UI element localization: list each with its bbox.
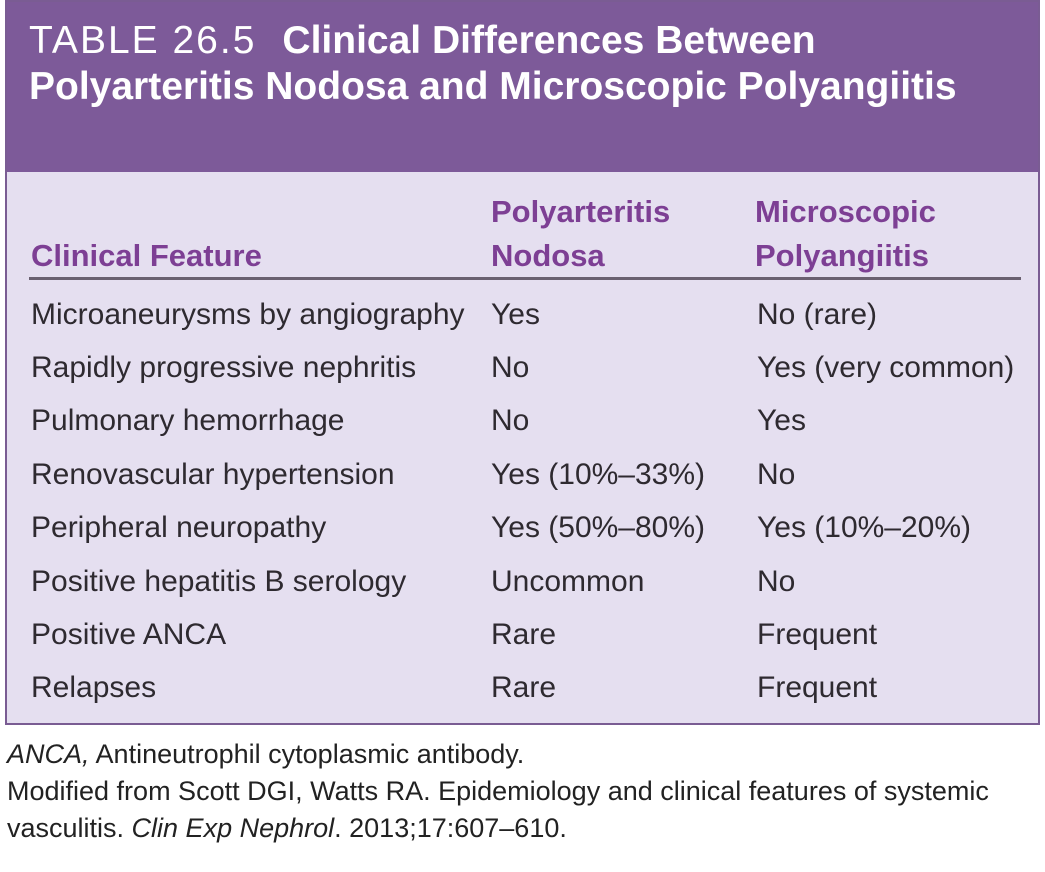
cell-mpa: No (rare)	[757, 298, 878, 331]
table-title: Clinical Differences Between Polyarterit…	[29, 19, 957, 108]
cell-feature: Positive ANCA	[31, 618, 227, 651]
table-container: TABLE 26.5 Clinical Differences Between P…	[5, 0, 1040, 725]
table-row: Pulmonary hemorrhage No Yes	[7, 394, 1038, 447]
abbreviation-definition: Antineutrophil cytoplasmic antibody.	[95, 739, 525, 769]
table-row: Rapidly progressive nephritis No Yes (ve…	[7, 341, 1038, 394]
table-number: TABLE 26.5	[29, 19, 257, 62]
table-row: Renovascular hypertension Yes (10%–33%) …	[7, 448, 1038, 501]
cell-mpa: Frequent	[757, 671, 878, 704]
column-header-pan-line1: Polyarteritis	[491, 194, 671, 229]
source-note: Modified from Scott DGI, Watts RA. Epide…	[7, 773, 1045, 847]
table-header: TABLE 26.5 Clinical Differences Between P…	[7, 2, 1038, 172]
cell-pan: Rare	[491, 671, 557, 704]
column-header-mpa-line2: Polyangiitis	[755, 238, 929, 273]
header-divider	[29, 277, 1021, 280]
cell-mpa: Yes (10%–20%)	[757, 511, 972, 544]
column-header-pan: Polyarteritis Nodosa	[491, 190, 670, 278]
cell-mpa: Frequent	[757, 618, 878, 651]
source-prefix: Modified from Scott DGI, Watts RA. Epide…	[7, 776, 989, 843]
cell-feature: Renovascular hypertension	[31, 458, 395, 491]
table-row: Peripheral neuropathy Yes (50%–80%) Yes …	[7, 501, 1038, 554]
cell-mpa: No	[757, 458, 796, 491]
source-journal: Clin Exp Nephrol	[131, 813, 335, 843]
cell-pan: Rare	[491, 618, 557, 651]
cell-pan: No	[491, 404, 530, 437]
cell-feature: Pulmonary hemorrhage	[31, 404, 345, 437]
table-row: Relapses Rare Frequent	[7, 661, 1038, 714]
column-header-mpa: Microscopic Polyangiitis	[755, 190, 936, 278]
cell-feature: Peripheral neuropathy	[31, 511, 327, 544]
column-header-feature: Clinical Feature	[31, 238, 262, 273]
table-row: Positive ANCA Rare Frequent	[7, 608, 1038, 661]
abbreviation-term: ANCA,	[7, 739, 90, 769]
cell-feature: Rapidly progressive nephritis	[31, 351, 417, 384]
table-row: Positive hepatitis B serology Uncommon N…	[7, 555, 1038, 608]
cell-feature: Relapses	[31, 671, 157, 704]
table-footnotes: ANCA, Antineutrophil cytoplasmic antibod…	[7, 736, 1045, 847]
cell-pan: Uncommon	[491, 565, 645, 598]
cell-feature: Positive hepatitis B serology	[31, 565, 407, 598]
abbreviation-note: ANCA, Antineutrophil cytoplasmic antibod…	[7, 736, 1045, 773]
cell-pan: Yes	[491, 298, 540, 331]
cell-pan: Yes (50%–80%)	[491, 511, 706, 544]
cell-mpa: No	[757, 565, 796, 598]
cell-mpa: Yes (very common)	[757, 351, 1015, 384]
cell-mpa: Yes	[757, 404, 806, 437]
cell-pan: Yes (10%–33%)	[491, 458, 706, 491]
cell-pan: No	[491, 351, 530, 384]
table-row: Microaneurysms by angiography Yes No (ra…	[7, 288, 1038, 341]
column-header-pan-line2: Nodosa	[491, 238, 605, 273]
column-header-mpa-line1: Microscopic	[755, 194, 936, 229]
table-title-block: TABLE 26.5 Clinical Differences Between P…	[29, 18, 1038, 110]
source-suffix: . 2013;17:607–610.	[334, 813, 567, 843]
cell-feature: Microaneurysms by angiography	[31, 298, 465, 331]
